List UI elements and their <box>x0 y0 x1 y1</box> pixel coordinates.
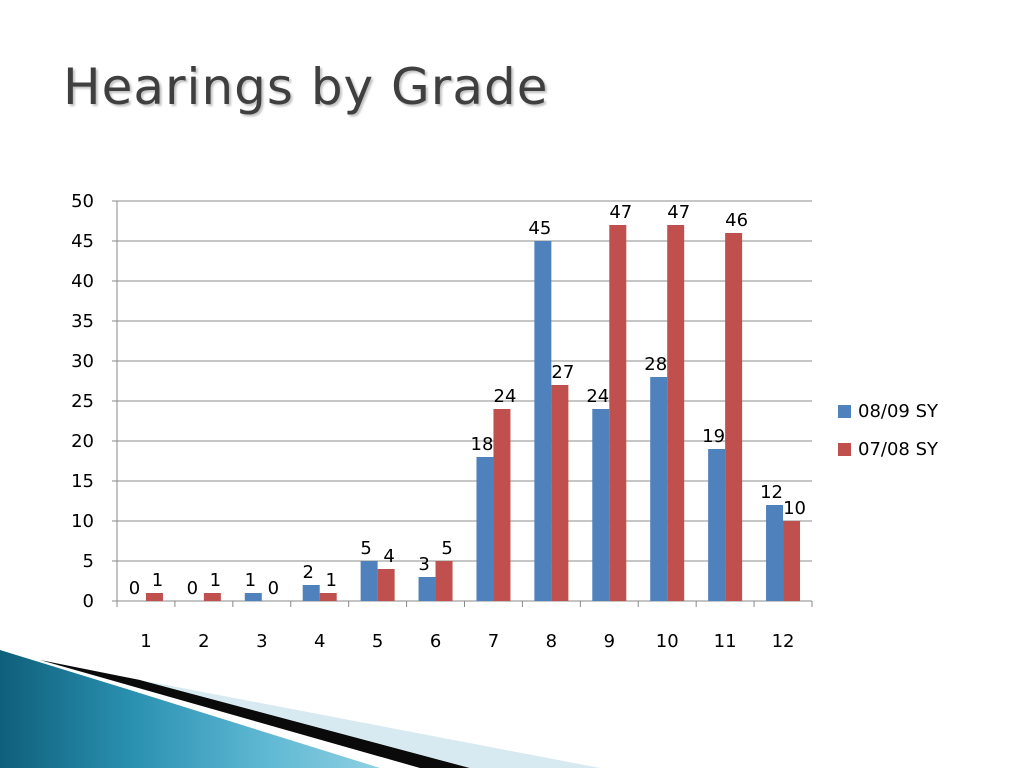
bar-0809 <box>244 593 262 601</box>
bar-0809 <box>708 449 726 601</box>
data-label: 5 <box>360 538 371 559</box>
x-tick-label: 2 <box>198 631 209 652</box>
decor-teal-wedge <box>0 650 380 768</box>
y-tick-label: 30 <box>71 351 94 372</box>
bar-0809 <box>534 241 552 601</box>
x-tick-label: 8 <box>546 631 557 652</box>
y-tick-label: 45 <box>71 231 94 252</box>
chart-legend: 08/09 SY 07/08 SY <box>838 392 938 468</box>
bar-0809 <box>418 577 436 601</box>
bar-0708 <box>493 409 511 601</box>
data-label: 24 <box>586 386 609 407</box>
y-tick-label: 40 <box>71 271 94 292</box>
data-label: 27 <box>551 362 574 383</box>
data-label: 5 <box>441 538 452 559</box>
x-tick-label: 9 <box>604 631 615 652</box>
data-label: 1 <box>152 570 163 591</box>
bar-0708 <box>609 225 627 601</box>
decor-black-wedge <box>40 660 470 768</box>
y-tick-label: 35 <box>71 311 94 332</box>
data-label: 45 <box>528 218 551 239</box>
data-label: 3 <box>418 554 429 575</box>
data-label: 19 <box>702 426 725 447</box>
data-label: 10 <box>783 498 806 519</box>
data-label: 1 <box>325 570 336 591</box>
bar-0708 <box>551 385 569 601</box>
slide-title: Hearings by Grade <box>63 58 549 116</box>
data-label: 46 <box>725 210 748 231</box>
y-tick-label: 5 <box>83 551 94 572</box>
x-tick-label: 3 <box>256 631 267 652</box>
bar-0809 <box>650 377 668 601</box>
data-label: 18 <box>471 434 494 455</box>
data-label: 24 <box>494 386 517 407</box>
data-label: 0 <box>129 578 140 599</box>
x-tick-label: 6 <box>430 631 441 652</box>
y-tick-label: 20 <box>71 431 94 452</box>
data-label: 47 <box>667 202 690 223</box>
bar-0708 <box>435 561 453 601</box>
y-tick-label: 25 <box>71 391 94 412</box>
legend-label-0708: 07/08 SY <box>858 438 939 460</box>
bar-0708 <box>667 225 685 601</box>
x-axis-ticks: 1 2 3 4 5 6 7 8 9 10 11 12 <box>116 601 813 652</box>
y-tick-label: 50 <box>71 191 94 212</box>
data-label: 2 <box>302 562 313 583</box>
legend-item-0809: 08/09 SY <box>838 392 938 430</box>
x-tick-label: 5 <box>372 631 383 652</box>
legend-item-0708: 07/08 SY <box>838 430 938 468</box>
bar-0809 <box>766 505 784 601</box>
bar-0708 <box>725 233 743 601</box>
x-tick-label: 10 <box>656 631 679 652</box>
x-tick-label: 1 <box>140 631 151 652</box>
data-label: 47 <box>609 202 632 223</box>
x-tick-label: 7 <box>488 631 499 652</box>
y-tick-label: 15 <box>71 471 94 492</box>
x-tick-label: 4 <box>314 631 325 652</box>
data-label: 12 <box>760 482 783 503</box>
x-tick-label: 12 <box>772 631 795 652</box>
bar-0708 <box>783 521 801 601</box>
data-label: 0 <box>268 578 279 599</box>
y-tick-label: 0 <box>83 591 94 612</box>
data-label: 1 <box>245 570 256 591</box>
data-label: 28 <box>644 354 667 375</box>
bar-0809 <box>360 561 378 601</box>
bar-0708 <box>319 593 337 601</box>
x-tick-label: 11 <box>714 631 737 652</box>
grid-lines <box>112 200 812 602</box>
data-label: 4 <box>383 546 394 567</box>
bar-0809 <box>476 457 494 601</box>
bar-0809 <box>302 585 320 601</box>
bar-0809 <box>592 409 610 601</box>
data-label: 1 <box>210 570 221 591</box>
bar-0708 <box>203 593 221 601</box>
y-tick-label: 10 <box>71 511 94 532</box>
bar-0708 <box>145 593 163 601</box>
decor-light-wedge <box>140 680 600 768</box>
y-axis-ticks: 0 5 10 15 20 25 30 35 40 45 50 <box>71 191 94 612</box>
legend-label-0809: 08/09 SY <box>858 400 939 422</box>
data-label: 0 <box>187 578 198 599</box>
legend-swatch-0708 <box>838 442 851 456</box>
bar-0708 <box>377 569 395 601</box>
bars <box>145 225 801 601</box>
legend-swatch-0809 <box>838 404 851 418</box>
